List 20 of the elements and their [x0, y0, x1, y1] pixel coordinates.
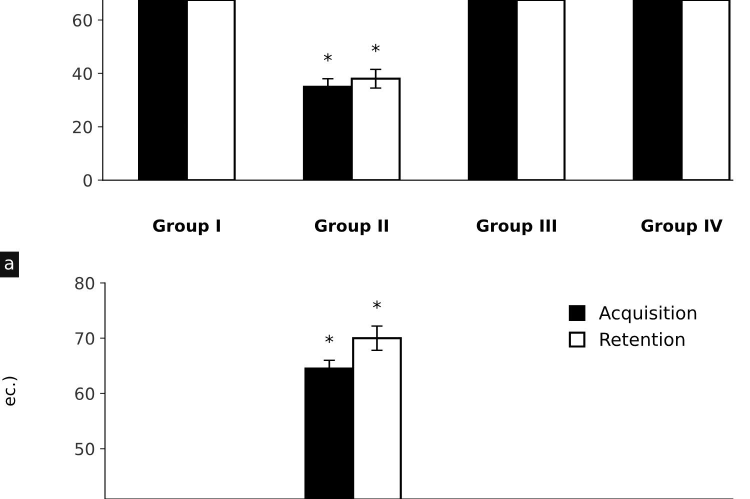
- legend-label: Acquisition: [598, 306, 696, 324]
- x-tick-label: Group III: [476, 219, 556, 236]
- x-tick-label: Group II: [314, 219, 388, 236]
- data-label: *: [325, 334, 334, 344]
- y-tick-label: 80: [75, 276, 94, 290]
- y-tick-label: 70: [75, 332, 94, 345]
- y-tick-label: 50: [75, 442, 94, 456]
- y-tick-label: 60: [72, 14, 92, 27]
- data-label: *: [372, 300, 381, 309]
- legend-label: Retention: [600, 332, 684, 346]
- y-tick-label: 20: [73, 120, 92, 134]
- data-label: *: [372, 44, 380, 52]
- y-tick-label: 0: [84, 174, 92, 187]
- x-tick-label: Group I: [153, 219, 220, 236]
- data-label: *: [324, 53, 332, 62]
- y-axis-title: ec.): [2, 376, 18, 406]
- y-tick-label: 60: [75, 387, 94, 400]
- text: a: [4, 259, 14, 270]
- y-tick-label: 40: [72, 67, 92, 80]
- x-tick-label: Group IV: [641, 219, 723, 236]
